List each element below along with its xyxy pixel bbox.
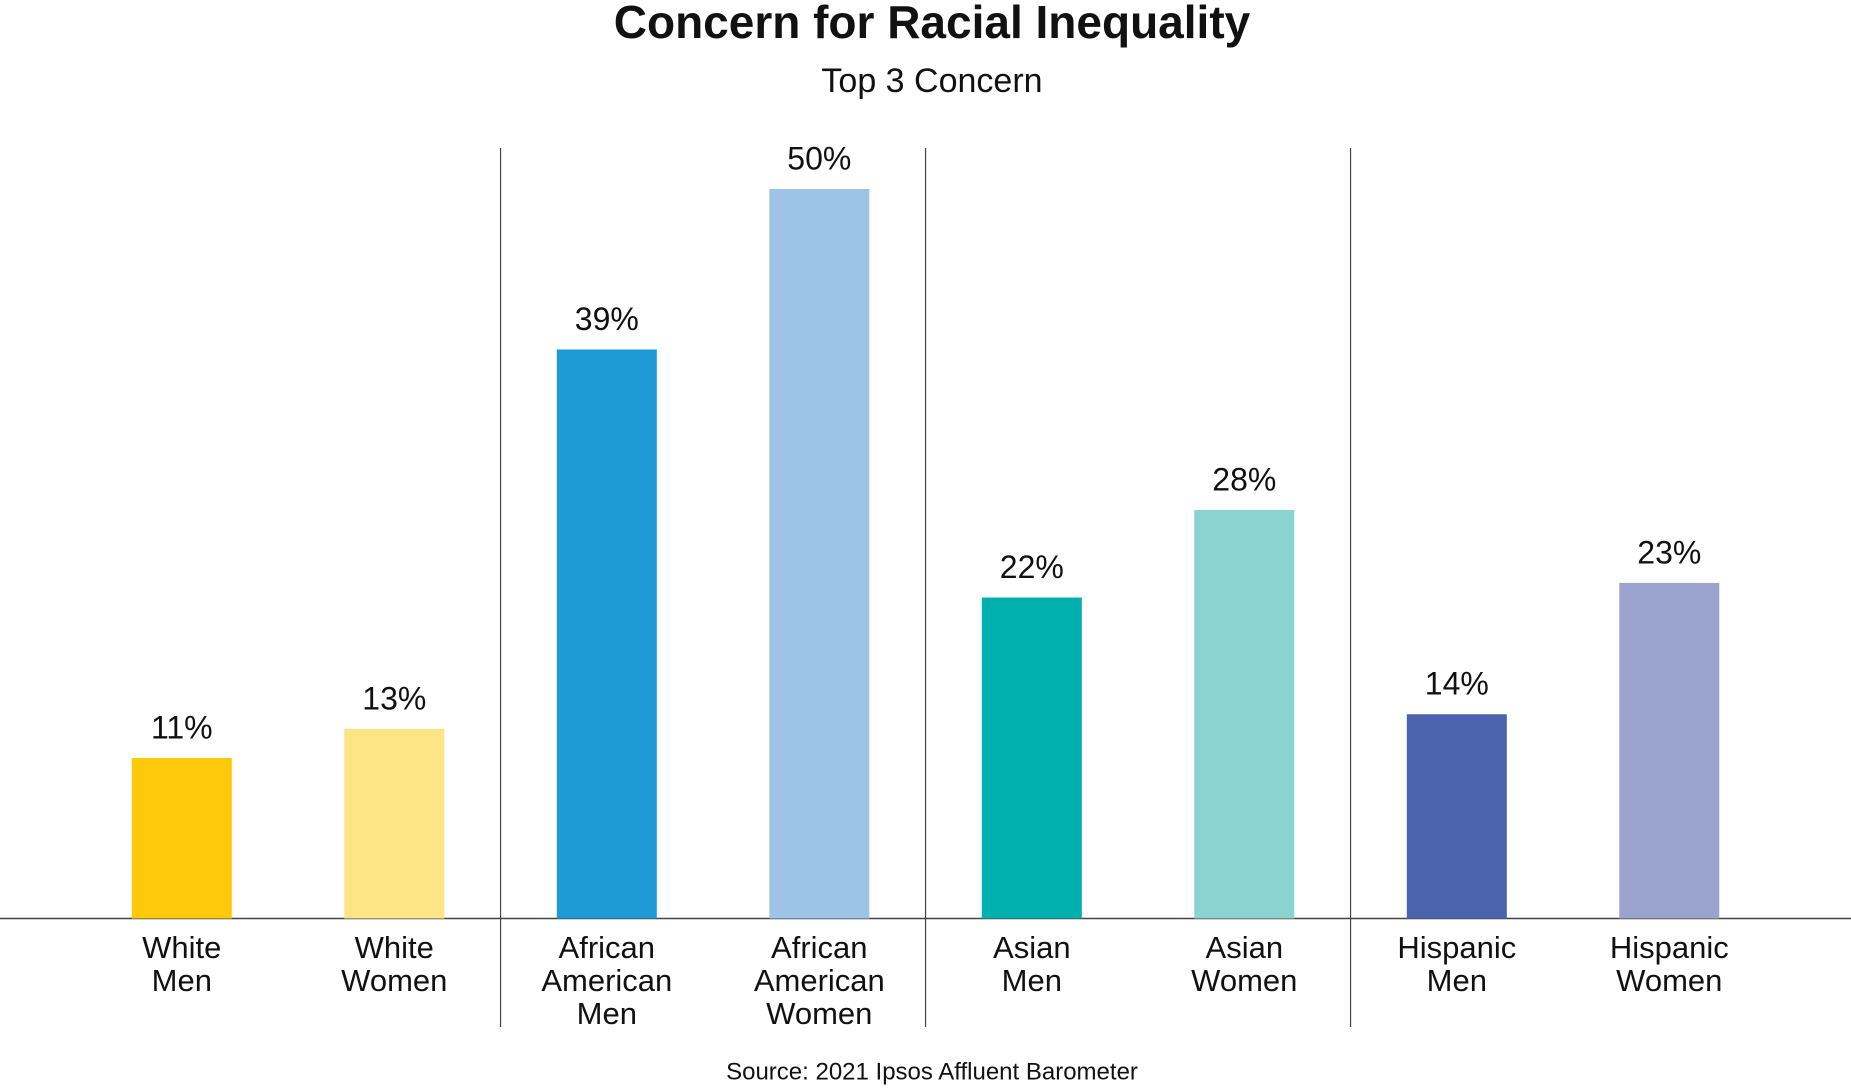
x-tick-label: White Women [341, 930, 448, 998]
x-tick-label: Asian Women [1191, 930, 1298, 998]
value-label: 22% [1000, 549, 1064, 585]
value-label: 14% [1425, 666, 1489, 702]
x-tick-label: Hispanic Men [1397, 930, 1517, 998]
bar [1619, 582, 1720, 919]
bar [556, 349, 657, 919]
source-note: Source: 2021 Ipsos Affluent Barometer [726, 1058, 1138, 1085]
value-label: 13% [362, 680, 426, 716]
value-label: 23% [1637, 534, 1701, 570]
bar [344, 728, 445, 919]
bar [981, 597, 1082, 919]
x-tick-label: African American Men [541, 930, 673, 1031]
x-tick-label: Hispanic Women [1609, 930, 1729, 998]
x-tick-label: Asian Men [993, 930, 1071, 998]
value-label: 11% [151, 709, 213, 745]
bar [1194, 509, 1295, 919]
value-label: 28% [1212, 461, 1276, 497]
value-label: 50% [787, 140, 851, 176]
x-tick-label: African American Women [753, 930, 885, 1031]
chart-title: Concern for Racial Inequality [614, 0, 1251, 48]
x-tick-label: White Men [142, 930, 222, 998]
bar [769, 189, 870, 919]
chart-subtitle: Top 3 Concern [821, 62, 1042, 100]
value-label: 39% [575, 301, 639, 337]
bar [131, 758, 232, 919]
bar [1406, 714, 1507, 919]
